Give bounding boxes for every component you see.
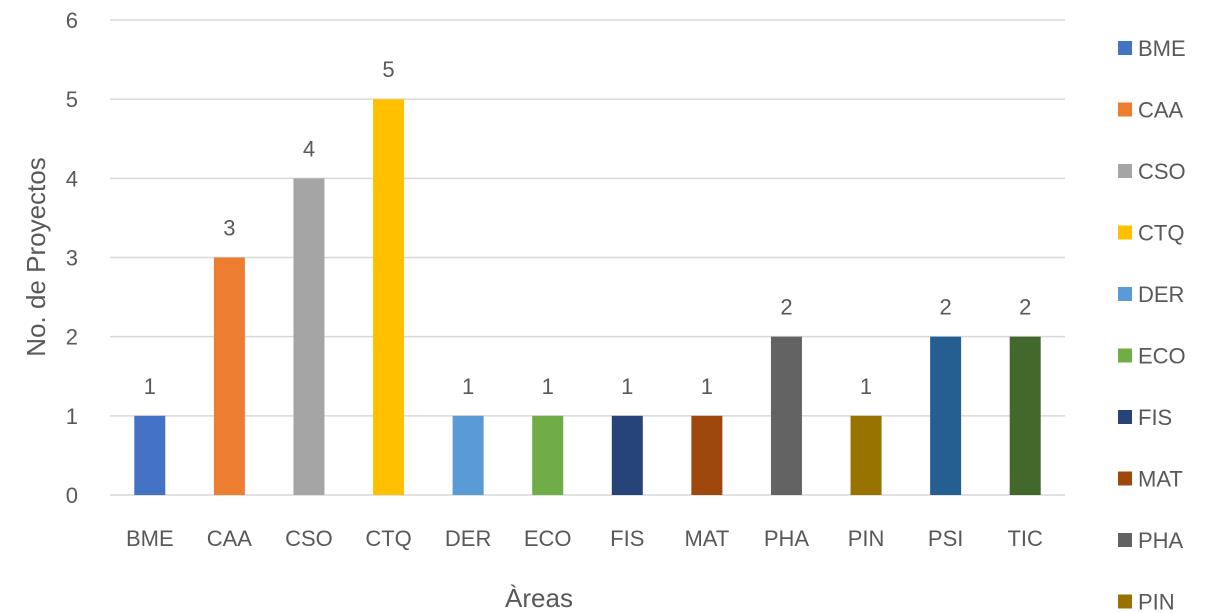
y-tick-label: 2	[66, 325, 78, 350]
legend: BME CAA CSO CTQ DER ECO FIS MAT PHA PIN	[1118, 36, 1186, 613]
x-tick-label-cso: CSO	[285, 526, 333, 551]
data-label-pin: 1	[860, 374, 872, 399]
data-label-der: 1	[462, 374, 474, 399]
x-tick-label-fis: FIS	[610, 526, 644, 551]
bar-cso	[293, 178, 325, 496]
bars	[134, 99, 1041, 496]
y-tick-label: 5	[66, 87, 78, 112]
x-tick-label-psi: PSI	[928, 526, 963, 551]
legend-label: MAT	[1138, 467, 1183, 492]
bar-psi	[930, 336, 962, 495]
legend-swatch	[1118, 594, 1132, 609]
legend-item-cso: CSO	[1118, 159, 1186, 184]
x-tick-label-eco: ECO	[524, 526, 572, 551]
bar-bme	[134, 415, 166, 495]
x-tick-label-ctq: CTQ	[365, 526, 411, 551]
legend-item-ctq: CTQ	[1118, 221, 1184, 246]
legend-swatch	[1118, 410, 1132, 424]
data-label-mat: 1	[701, 374, 713, 399]
x-tick-label-tic: TIC	[1007, 526, 1043, 551]
y-axis-title: No. de Proyectos	[21, 157, 51, 356]
data-label-ctq: 5	[382, 57, 394, 82]
data-label-psi: 2	[940, 295, 952, 320]
data-label-tic: 2	[1019, 295, 1031, 320]
legend-label: CSO	[1138, 159, 1186, 184]
data-label-fis: 1	[621, 374, 633, 399]
x-tick-label-bme: BME	[126, 526, 174, 551]
legend-swatch	[1118, 471, 1132, 486]
legend-item-bme: BME	[1118, 36, 1186, 61]
legend-item-fis: FIS	[1118, 405, 1172, 430]
x-tick-label-pin: PIN	[848, 526, 885, 551]
bar-ctq	[373, 99, 405, 496]
y-tick-label: 3	[66, 246, 78, 271]
bar-der	[452, 415, 484, 495]
legend-swatch	[1118, 164, 1132, 178]
data-label-eco: 1	[542, 374, 554, 399]
bar-tic	[1009, 336, 1041, 495]
data-label-caa: 3	[223, 216, 235, 241]
y-axis-ticks: 0 1 2 3 4 5 6	[66, 8, 78, 508]
y-tick-label: 1	[66, 404, 78, 429]
legend-label: ECO	[1138, 344, 1186, 369]
bar-mat	[691, 415, 723, 495]
legend-label: PHA	[1138, 528, 1184, 553]
x-axis-categories: BME CAA CSO CTQ DER ECO FIS MAT PHA PIN PSI TIC	[126, 526, 1043, 551]
y-tick-label: 0	[66, 483, 78, 508]
legend-swatch	[1118, 41, 1132, 55]
bar-pin	[850, 415, 882, 495]
y-tick-label: 6	[66, 8, 78, 33]
legend-swatch	[1118, 533, 1132, 547]
x-tick-label-caa: CAA	[207, 526, 253, 551]
x-axis-title: Àreas	[505, 583, 573, 613]
legend-label: CAA	[1138, 98, 1184, 123]
data-label-pha: 2	[780, 295, 792, 320]
legend-swatch	[1118, 102, 1132, 117]
bar-fis	[611, 415, 643, 495]
legend-label: FIS	[1138, 405, 1172, 430]
gridlines	[110, 19, 1065, 496]
data-label-cso: 4	[303, 136, 315, 161]
legend-swatch	[1118, 287, 1132, 301]
data-label-bme: 1	[144, 374, 156, 399]
bar-eco	[532, 415, 564, 495]
x-tick-label-mat: MAT	[684, 526, 729, 551]
bar-caa	[213, 257, 245, 495]
legend-label: BME	[1138, 36, 1186, 61]
legend-item-caa: CAA	[1118, 98, 1184, 123]
legend-item-eco: ECO	[1118, 344, 1186, 369]
legend-label: DER	[1138, 282, 1184, 307]
x-tick-label-der: DER	[445, 526, 491, 551]
legend-item-pha: PHA	[1118, 528, 1184, 553]
bar-pha	[770, 336, 802, 495]
legend-item-pin: PIN	[1118, 590, 1175, 613]
data-labels: 1 3 4 5 1 1 1 1 2 1 2 2	[144, 57, 1032, 399]
legend-label: PIN	[1138, 590, 1175, 613]
legend-item-der: DER	[1118, 282, 1184, 307]
legend-swatch	[1118, 348, 1132, 363]
y-tick-label: 4	[66, 166, 78, 191]
x-tick-label-pha: PHA	[764, 526, 810, 551]
legend-swatch	[1118, 225, 1132, 240]
legend-item-mat: MAT	[1118, 467, 1183, 492]
legend-label: CTQ	[1138, 221, 1184, 246]
